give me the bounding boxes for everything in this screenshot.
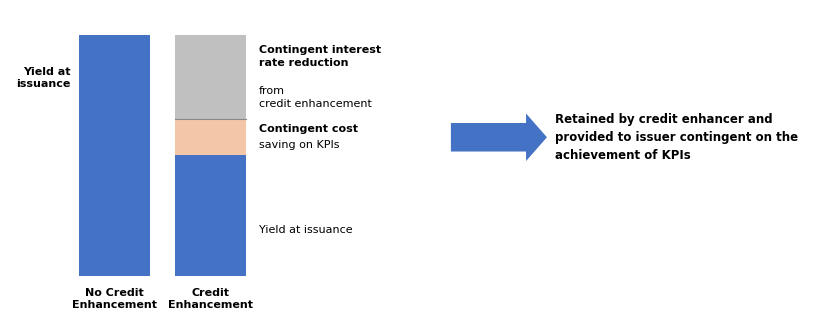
Text: No Credit
Enhancement: No Credit Enhancement	[73, 288, 157, 310]
Text: Yield at issuance: Yield at issuance	[259, 225, 352, 235]
Bar	[79, 35, 150, 276]
Text: Contingent interest
rate reduction: Contingent interest rate reduction	[259, 45, 381, 68]
Text: saving on KPIs: saving on KPIs	[259, 140, 339, 150]
Bar	[175, 35, 246, 119]
FancyArrow shape	[451, 113, 547, 161]
Text: Retained by credit enhancer and
provided to issuer contingent on the
achievement: Retained by credit enhancer and provided…	[555, 113, 798, 162]
Bar	[175, 119, 246, 155]
Text: Credit
Enhancement: Credit Enhancement	[169, 288, 253, 310]
Text: Yield at
issuance: Yield at issuance	[17, 68, 71, 89]
Bar	[175, 155, 246, 276]
Text: from
credit enhancement: from credit enhancement	[259, 87, 372, 109]
Text: Contingent cost: Contingent cost	[259, 124, 358, 134]
